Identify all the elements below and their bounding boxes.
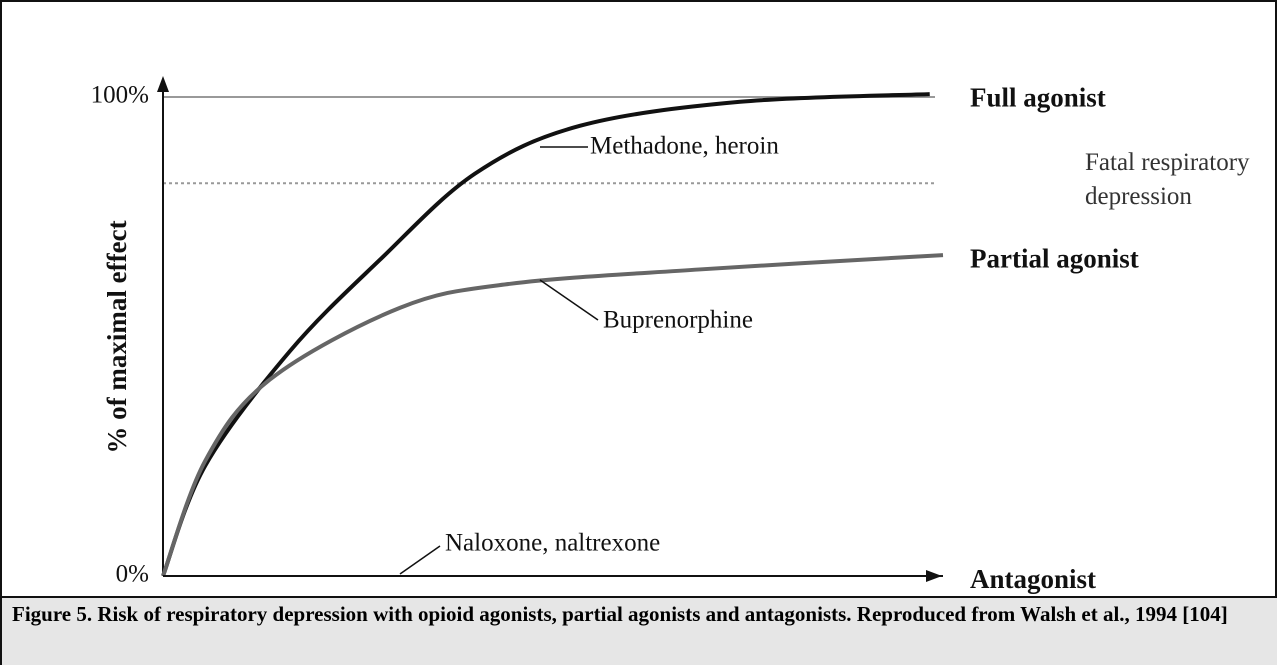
annotation: Buprenorphine	[603, 307, 753, 334]
series-line	[161, 92, 930, 577]
chart: % of maximal effect 0% 100% Full agonist Pa…	[0, 0, 1277, 598]
annotation-leader	[399, 545, 441, 575]
series-label: Antagonist	[970, 564, 1096, 594]
series-line	[161, 253, 944, 577]
y-tick-label: 100%	[91, 82, 149, 109]
annotation: Naloxone, naltrexone	[445, 530, 660, 557]
frame	[0, 0, 1277, 598]
caption: Figure 5. Risk of respiratory depression…	[0, 598, 1277, 665]
series-label: Partial agonist	[970, 243, 1139, 273]
y-tick-label: 0%	[116, 561, 149, 588]
annotation: Methadone, heroin	[590, 133, 779, 160]
y-axis-arrow	[157, 76, 169, 92]
y-axis-label: % of maximal effect	[102, 220, 132, 453]
reference-label: Fatal respiratory depression	[1085, 149, 1250, 210]
annotation-leader	[539, 279, 599, 321]
series-label: Full agonist	[970, 82, 1106, 112]
